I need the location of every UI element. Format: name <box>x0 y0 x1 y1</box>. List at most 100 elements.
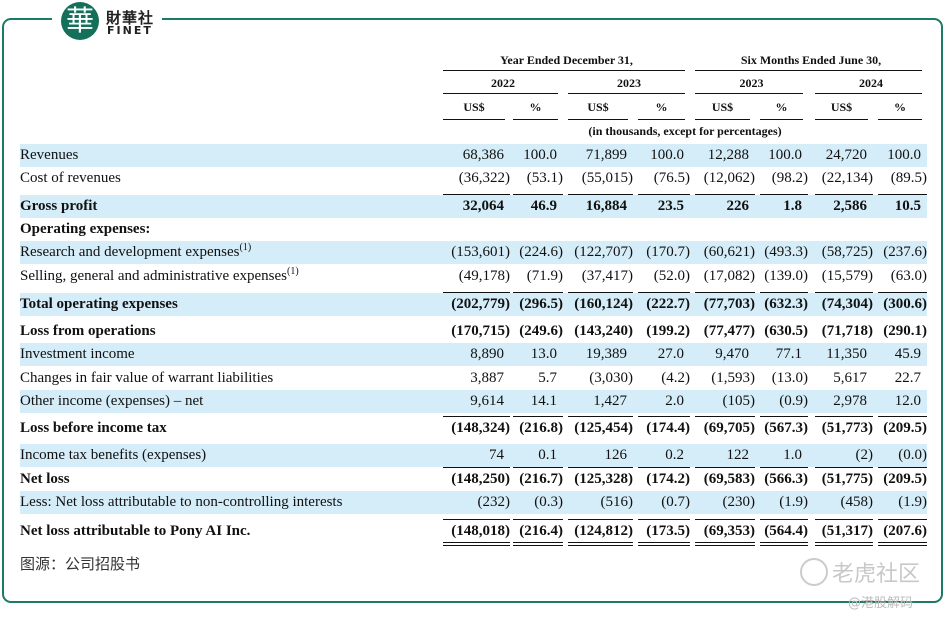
cell: 5,617 <box>833 370 867 386</box>
row-shade <box>20 293 927 316</box>
cell: (77,703) <box>703 296 755 312</box>
cell: (69,705) <box>703 420 755 436</box>
rule <box>815 519 873 520</box>
cell: (174.2) <box>646 471 690 487</box>
rule <box>760 416 808 417</box>
cell: (36,322) <box>458 170 510 186</box>
row-label: Loss before income tax <box>20 418 167 438</box>
cell: 9,614 <box>470 393 504 409</box>
cell: (71.9) <box>526 268 563 284</box>
rule <box>443 542 510 543</box>
watermark: 老虎社区 <box>832 562 921 587</box>
rule <box>760 119 803 120</box>
rule <box>878 519 927 520</box>
cell: (567.3) <box>764 420 808 436</box>
cell: (216.8) <box>519 420 563 436</box>
rule <box>568 194 633 195</box>
cell: (160,124) <box>574 296 633 312</box>
cell: (52.0) <box>653 268 690 284</box>
cell: 19,389 <box>585 346 627 362</box>
cell: (122,707) <box>574 244 633 260</box>
cell: 5.7 <box>538 370 557 386</box>
cell: (170,715) <box>451 323 510 339</box>
cell: 71,899 <box>585 147 627 163</box>
cell: (17,082) <box>703 268 755 284</box>
cell: (564.4) <box>764 523 808 539</box>
unit-header: US$ <box>830 100 853 114</box>
cell: (105) <box>722 393 756 409</box>
rule <box>638 467 690 468</box>
rule <box>760 467 808 468</box>
row-shade <box>20 144 927 167</box>
cell: (148,324) <box>451 420 510 436</box>
cell: (207.6) <box>883 523 927 539</box>
rule <box>443 70 685 71</box>
cell: (516) <box>600 494 634 510</box>
cell: (630.5) <box>764 323 808 339</box>
cell: 16,884 <box>585 198 627 214</box>
unit-header: % <box>894 100 906 114</box>
rule <box>695 467 755 468</box>
cell: (0.3) <box>534 494 563 510</box>
cell: 24,720 <box>825 147 867 163</box>
cell: 2,978 <box>833 393 867 409</box>
rule <box>638 519 690 520</box>
cell: (216.7) <box>519 471 563 487</box>
cell: (15,579) <box>821 268 873 284</box>
row-label: Other income (expenses) – net <box>20 391 203 411</box>
cell: (290.1) <box>883 323 927 339</box>
row-shade <box>20 195 927 218</box>
cell: (22,134) <box>821 170 873 186</box>
rule <box>695 545 755 546</box>
unit-header: % <box>529 100 542 114</box>
cell: (51,317) <box>821 523 873 539</box>
label-text: Operating expenses: <box>20 221 151 237</box>
row-label: Net loss attributable to Pony AI Inc. <box>20 521 250 541</box>
cell: (55,015) <box>581 170 633 186</box>
cell: (53.1) <box>526 170 563 186</box>
rule <box>443 467 510 468</box>
cell: (63.0) <box>890 268 927 284</box>
label-text: Changes in fair value of warrant liabili… <box>20 370 274 386</box>
cell: (1,593) <box>711 370 755 386</box>
footnote-ref: (1) <box>239 242 252 253</box>
rule <box>443 519 510 520</box>
cell: 0.1 <box>538 447 557 463</box>
watermark-icon <box>800 558 828 586</box>
rule <box>695 119 750 120</box>
rule <box>815 292 873 293</box>
unit-header: US$ <box>463 100 485 114</box>
rule <box>638 119 685 120</box>
cell: (98.2) <box>771 170 808 186</box>
cell: (13.0) <box>771 370 808 386</box>
row-label: Total operating expenses <box>20 294 178 314</box>
cell: (71,718) <box>821 323 873 339</box>
rule <box>568 93 685 94</box>
cell: 77.1 <box>775 346 802 362</box>
rule <box>513 467 563 468</box>
rule <box>513 519 563 520</box>
rule <box>695 542 755 543</box>
cell: 45.9 <box>894 346 921 362</box>
cell: 12.0 <box>894 393 921 409</box>
rule <box>695 519 755 520</box>
rule <box>568 542 633 543</box>
rule <box>695 194 755 195</box>
label-text: Revenues <box>20 147 79 163</box>
row-label: Gross profit <box>20 196 97 216</box>
cell: (76.5) <box>653 170 690 186</box>
rule <box>568 545 633 546</box>
rule <box>815 542 873 543</box>
rule <box>760 194 808 195</box>
rule <box>568 416 633 417</box>
rule <box>513 194 563 195</box>
cell: (125,454) <box>574 420 633 436</box>
cell: 12,288 <box>707 147 749 163</box>
cell: (0.7) <box>661 494 690 510</box>
rule <box>878 194 927 195</box>
cell: (202,779) <box>451 296 510 312</box>
rule <box>638 542 690 543</box>
cell: 1.0 <box>783 447 802 463</box>
rule <box>513 545 563 546</box>
cell: 100.0 <box>650 147 684 163</box>
